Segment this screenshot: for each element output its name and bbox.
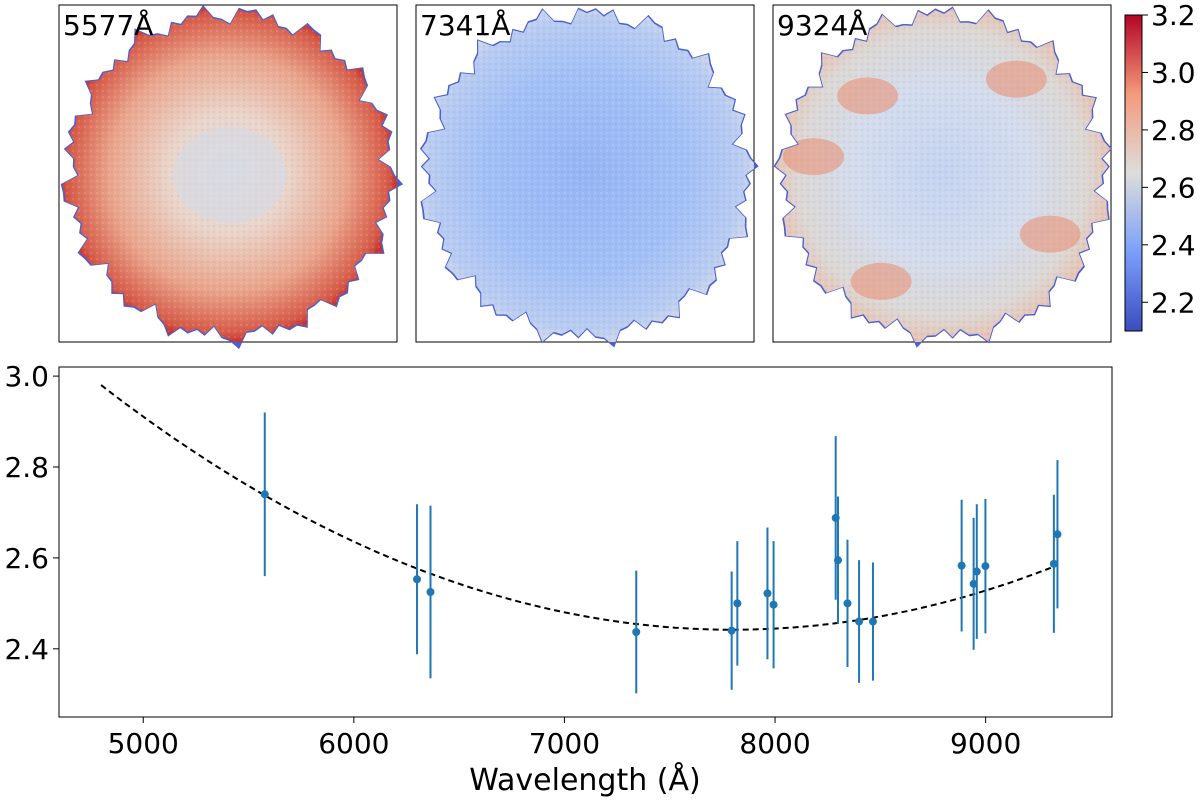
panel-label: 9324Å — [777, 8, 867, 42]
data-point — [727, 571, 736, 690]
point-marker — [426, 588, 435, 596]
data-point — [981, 498, 990, 634]
data-point — [763, 527, 772, 660]
data-point — [834, 496, 843, 624]
colorbar-tick-label: 3.0 — [1151, 56, 1196, 89]
point-marker — [834, 556, 843, 565]
warm-patch — [985, 60, 1047, 98]
disk-texture — [421, 9, 754, 342]
heatmap-panel-9324: 9324Å — [772, 4, 1113, 348]
colorbar-tick-label: 3.2 — [1151, 0, 1196, 32]
point-marker — [632, 628, 641, 636]
fit-curve — [100, 384, 1058, 631]
data-point — [733, 541, 742, 666]
warm-patch — [783, 138, 844, 176]
colorbar-tick-label: 2.4 — [1151, 229, 1196, 262]
heatmap-disk — [60, 5, 404, 350]
data-point — [632, 570, 641, 694]
colorbar-tick-label: 2.6 — [1151, 171, 1196, 204]
point-marker — [843, 599, 852, 608]
point-marker — [972, 567, 981, 576]
data-point — [1053, 460, 1062, 609]
data-point — [769, 541, 778, 669]
heatmap-disk — [419, 7, 759, 348]
data-point — [426, 505, 435, 679]
x-tick-label: 5000 — [108, 727, 179, 760]
data-point — [972, 504, 981, 639]
colorbar-ticks: 2.2 2.4 2.6 2.8 3.0 3.2 — [1142, 0, 1196, 319]
point-marker — [969, 579, 978, 588]
point-marker — [957, 561, 966, 570]
y-tick-label: 3.0 — [4, 360, 49, 393]
heatmap-panel-7341: 7341Å — [415, 4, 759, 348]
y-tick-label: 2.6 — [4, 542, 49, 575]
point-marker — [855, 617, 864, 626]
data-point — [868, 562, 877, 681]
colorbar-tick-label: 2.2 — [1151, 286, 1196, 319]
colorbar-gradient — [1124, 14, 1143, 332]
center-patch — [173, 127, 287, 224]
point-marker — [1053, 530, 1062, 539]
x-axis-label: Wavelength (Å) — [469, 762, 700, 798]
warm-patch — [1019, 215, 1081, 253]
warm-patch — [850, 262, 912, 300]
data-point — [843, 539, 852, 667]
x-tick-label: 9000 — [950, 727, 1021, 760]
colorbar: 2.2 2.4 2.6 2.8 3.0 3.2 — [1124, 0, 1196, 332]
data-point — [969, 517, 978, 650]
x-tick-label: 7000 — [529, 727, 600, 760]
panel-label: 5577Å — [63, 8, 153, 42]
data-point — [1049, 494, 1058, 633]
heatmap-panel-5577: 5577Å — [58, 4, 404, 350]
scatter-plot: 5000 6000 7000 8000 9000 2.4 2.6 2.8 3.0 Wavelen… — [4, 360, 1113, 798]
point-marker — [1049, 559, 1058, 568]
data-point — [260, 412, 269, 577]
point-marker — [868, 617, 877, 626]
y-tick-label: 2.4 — [4, 633, 49, 666]
point-marker — [727, 626, 736, 635]
point-marker — [769, 600, 778, 609]
warm-patch — [837, 77, 899, 115]
data-point — [957, 499, 966, 632]
colorbar-tick-label: 2.8 — [1151, 114, 1196, 147]
axis-ticks: 5000 6000 7000 8000 9000 2.4 2.6 2.8 3.0 — [4, 360, 1021, 760]
data-points — [260, 412, 1062, 694]
plot-frame — [58, 366, 1113, 718]
point-marker — [413, 575, 422, 584]
y-tick-label: 2.8 — [4, 451, 49, 484]
disk-fill — [421, 9, 754, 342]
data-point — [413, 504, 422, 655]
x-tick-label: 6000 — [318, 727, 389, 760]
disk-fill — [62, 6, 397, 342]
heatmap-disk — [773, 6, 1113, 348]
data-point — [855, 560, 864, 683]
point-marker — [733, 599, 742, 608]
point-marker — [981, 562, 990, 571]
point-marker — [260, 490, 269, 499]
panel-label: 7341Å — [420, 8, 510, 42]
x-tick-label: 8000 — [739, 727, 810, 760]
point-marker — [763, 589, 772, 598]
